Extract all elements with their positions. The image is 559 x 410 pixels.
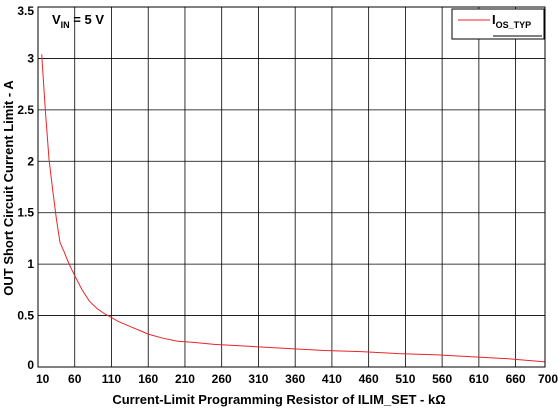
y-axis-title: OUT Short Circuit Current Limit - A xyxy=(1,80,16,296)
vin-rest: = 5 V xyxy=(70,12,105,27)
legend-name-main: I xyxy=(492,12,496,27)
vin-annotation: VIN = 5 V xyxy=(52,12,104,30)
y-tick-label: 1 xyxy=(27,257,34,271)
x-tick-label: 160 xyxy=(138,372,158,386)
series-layer xyxy=(41,54,546,363)
plot-frame xyxy=(37,6,546,368)
y-tick-label: 1.5 xyxy=(17,206,34,220)
x-tick-label: 700 xyxy=(538,372,558,386)
y-tick-label: 2 xyxy=(27,154,34,168)
x-tick-label: 210 xyxy=(175,372,195,386)
x-tick-label: 610 xyxy=(469,372,489,386)
vin-annotation-text: VIN = 5 V xyxy=(52,12,104,30)
vin-main: V xyxy=(52,12,61,27)
x-tick-label: 60 xyxy=(68,372,82,386)
vin-sub: IN xyxy=(61,20,70,30)
x-tick-label: 510 xyxy=(395,372,415,386)
y-tick-label: 3 xyxy=(27,51,34,65)
legend-box xyxy=(451,8,545,40)
grid xyxy=(37,6,546,368)
series-line-ios-typ xyxy=(41,54,546,363)
legend-name-sub: OS_TYP xyxy=(496,20,532,30)
y-tick-label: 2.5 xyxy=(17,103,34,117)
x-tick-label: 560 xyxy=(432,372,452,386)
x-tick-label: 110 xyxy=(102,372,122,386)
y-tick-label: 3.5 xyxy=(17,4,34,18)
x-tick-label: 260 xyxy=(212,372,232,386)
legend: IOS_TYP xyxy=(451,8,545,40)
x-tick-label: 460 xyxy=(359,372,379,386)
x-tick-label: 360 xyxy=(285,372,305,386)
y-tick-label: 0.5 xyxy=(17,309,34,323)
x-tick-label: 310 xyxy=(248,372,268,386)
x-tick-label: 660 xyxy=(506,372,526,386)
tick-labels: 10 60 110 160 210 260 310 360 410 460 510 560 610 660… xyxy=(17,4,558,386)
legend-entry: IOS_TYP xyxy=(492,12,531,30)
x-tick-label: 10 xyxy=(36,372,50,386)
x-tick-label: 410 xyxy=(322,372,342,386)
x-axis-title: Current-Limit Programming Resistor of IL… xyxy=(112,392,445,407)
y-tick-label: 0 xyxy=(27,358,34,372)
